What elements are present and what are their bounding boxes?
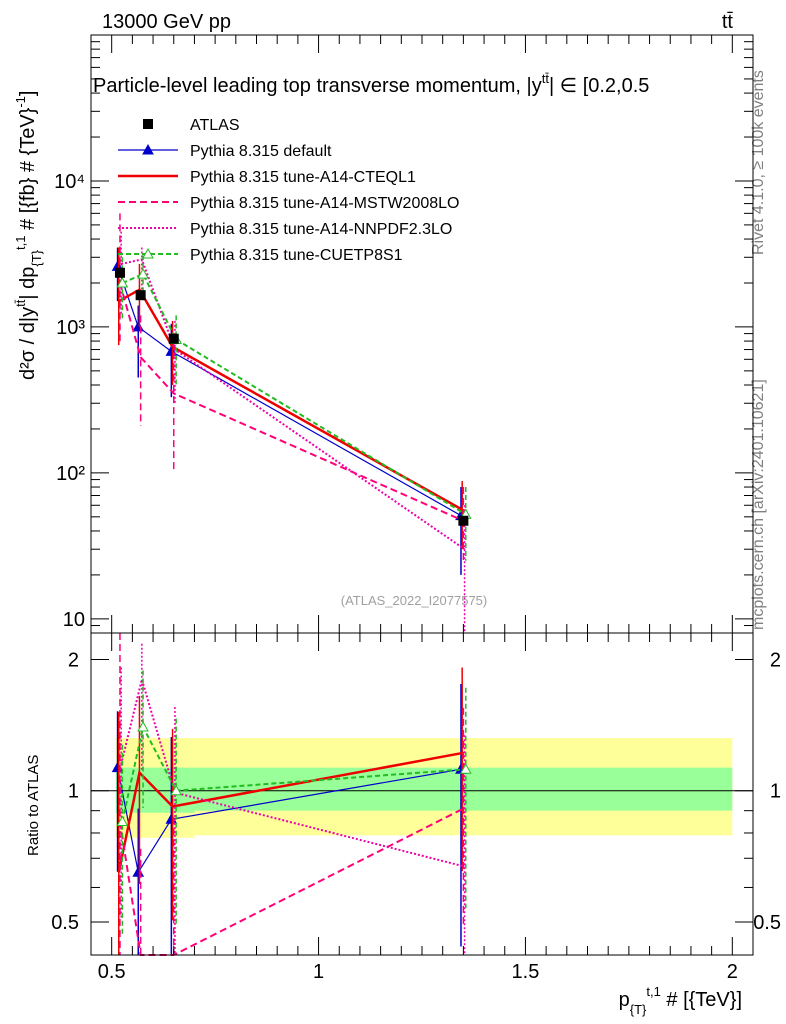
main-line-default <box>116 266 462 517</box>
legend-label-data: ATLAS <box>190 117 240 134</box>
ratio-marker-cuetp <box>137 720 149 732</box>
analysis-watermark: (ATLAS_2022_I2077575) <box>341 593 487 608</box>
main-line-cuetp <box>121 272 467 516</box>
ratio-line-mstw <box>118 807 464 956</box>
ratio-y-tick-label: 1 <box>68 781 79 803</box>
ratio-y-tick-label-right: 0.5 <box>753 912 781 934</box>
energy-label: 13000 GeV pp <box>102 11 231 33</box>
ratio-y-tick-label: 0.5 <box>51 912 79 934</box>
x-tick-label: 1 <box>313 961 324 983</box>
ratio-panel-ticks: 0.5 0.5 1 1 2 2 <box>51 649 781 934</box>
ratio-y-tick-label-right: 2 <box>770 649 781 671</box>
main-marker-default <box>132 320 145 332</box>
legend: ATLAS Pythia 8.315 default Pythia 8.315 tu… <box>118 117 459 264</box>
ratio-line-cteql1 <box>117 751 463 873</box>
main-marker-cuetp <box>137 268 149 279</box>
ratio-y-tick-label: 2 <box>68 649 79 671</box>
legend-label-cuetp: Pythia 8.315 tune-CUETP8S1 <box>190 247 403 264</box>
y-tick-label: 10⁴ <box>54 171 85 193</box>
ratio-line-default <box>116 767 462 874</box>
main-y-axis-label: d²σ / d|ytt̄| dp{T}t,1 # [{fb} # {TeV}-1… <box>13 91 44 380</box>
legend-marker-atlas <box>143 119 153 129</box>
legend-label-nnpdf: Pythia 8.315 tune-A14-NNPDF2.3LO <box>190 221 452 238</box>
ratio-marker-cuetp <box>116 815 129 827</box>
x-tick-label: 0.5 <box>98 961 126 983</box>
y-tick-label: 10 <box>63 609 85 631</box>
y-tick-label: 10² <box>56 463 85 485</box>
legend-marker-cuetp <box>142 247 154 259</box>
x-axis-label: p{T}t,1 # [{TeV}] <box>619 984 742 1017</box>
rivet-version-label: Rivet 4.1.0, ≥ 100k events <box>750 70 767 255</box>
ratio-band-inner <box>115 767 733 813</box>
mcplots-source-label: mcplots.cern.ch [arXiv:2401.10621] <box>750 379 767 630</box>
atlas-data-point <box>168 333 179 344</box>
x-tick-label: 2 <box>727 961 738 983</box>
ratio-marker-cuetp <box>459 763 472 774</box>
main-marker-cuetp <box>116 276 129 288</box>
legend-label-default: Pythia 8.315 default <box>190 143 332 160</box>
ratio-uncertainty-band <box>115 738 733 838</box>
main-panel-ticks: 10 10² 10³ 10⁴ <box>54 34 753 634</box>
x-axis-ticks: 0.5 1 1.5 2 <box>90 35 754 983</box>
x-tick-label: 1.5 <box>512 961 540 983</box>
main-line-nnpdf <box>120 258 466 551</box>
ratio-line-cuetp <box>121 724 466 822</box>
ratio-y-tick-label-right: 1 <box>770 781 781 803</box>
legend-label-cteql1: Pythia 8.315 tune-A14-CTEQL1 <box>190 169 416 186</box>
ratio-y-axis-label: Ratio to ATLAS <box>25 755 42 856</box>
main-line-cteql1 <box>118 287 463 511</box>
plot-title: Particle-level leading top transverse mo… <box>93 71 649 97</box>
process-label: tt̄ <box>722 11 734 33</box>
atlas-data-point <box>458 515 469 526</box>
ratio-panel-series <box>111 633 472 956</box>
main-panel-atlas-data <box>114 267 469 526</box>
atlas-data-point <box>114 267 125 278</box>
ratio-marker-cuetp <box>170 784 182 796</box>
atlas-data-point <box>135 290 146 301</box>
main-line-mstw <box>118 282 464 522</box>
legend-label-mstw: Pythia 8.315 tune-A14-MSTW2008LO <box>190 195 459 212</box>
main-panel-series <box>111 213 472 633</box>
legend-marker-default <box>142 143 154 155</box>
ratio-marker-default <box>132 866 145 877</box>
y-tick-label: 10³ <box>56 317 85 339</box>
